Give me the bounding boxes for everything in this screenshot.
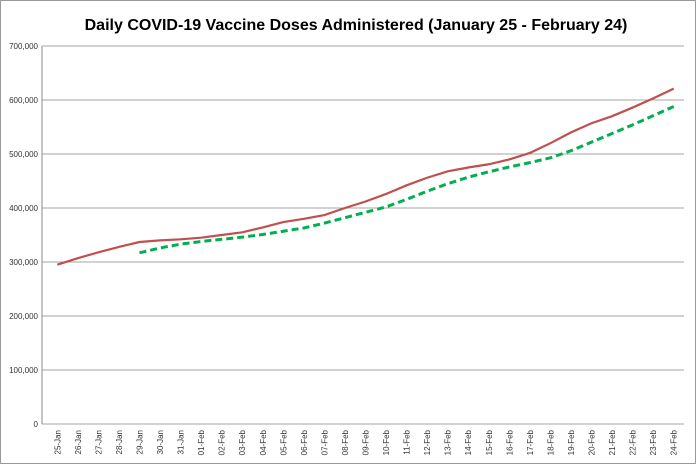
x-tick-label: 29-Jan xyxy=(135,430,144,454)
x-tick-label: 12-Feb xyxy=(423,429,432,455)
x-tick-label: 06-Feb xyxy=(300,429,309,455)
x-tick-label: 05-Feb xyxy=(279,429,288,455)
x-tick-label: 20-Feb xyxy=(588,429,597,455)
y-tick-label: 0 xyxy=(34,420,39,429)
x-tick-label: 18-Feb xyxy=(546,429,555,455)
x-tick-label: 21-Feb xyxy=(608,429,617,455)
line-series xyxy=(56,87,675,266)
x-tick-label: 31-Jan xyxy=(177,430,186,454)
x-tick-label: 16-Feb xyxy=(505,429,514,455)
x-tick-label: 23-Feb xyxy=(649,429,658,455)
x-tick-label: 02-Feb xyxy=(218,429,227,455)
line-series xyxy=(139,105,675,255)
x-tick-label: 19-Feb xyxy=(567,429,576,455)
x-tick-label: 09-Feb xyxy=(362,429,371,455)
y-tick-label: 600,000 xyxy=(9,96,38,105)
y-tick-label: 300,000 xyxy=(9,258,38,267)
y-tick-label: 500,000 xyxy=(9,150,38,159)
x-tick-label: 26-Jan xyxy=(74,430,83,454)
x-tick-label: 03-Feb xyxy=(238,429,247,455)
x-tick-label: 08-Feb xyxy=(341,429,350,455)
chart-title: Daily COVID-19 Vaccine Doses Administere… xyxy=(85,17,628,34)
x-tick-label: 24-Feb xyxy=(670,429,679,455)
x-tick-label: 04-Feb xyxy=(259,429,268,455)
x-tick-label: 15-Feb xyxy=(485,429,494,455)
x-tick-label: 01-Feb xyxy=(197,429,206,455)
x-tick-label: 11-Feb xyxy=(403,429,412,454)
x-tick-label: 25-Jan xyxy=(53,430,62,454)
x-tick-label: 13-Feb xyxy=(444,429,453,455)
x-tick-label: 30-Jan xyxy=(156,430,165,454)
x-tick-label: 10-Feb xyxy=(382,429,391,455)
x-tick-label: 07-Feb xyxy=(320,429,329,455)
x-tick-label: 22-Feb xyxy=(629,429,638,455)
y-tick-label: 200,000 xyxy=(9,312,38,321)
y-tick-label: 700,000 xyxy=(9,42,38,51)
x-tick-label: 28-Jan xyxy=(115,430,124,454)
x-tick-label: 17-Feb xyxy=(526,429,535,455)
y-tick-label: 100,000 xyxy=(9,366,38,375)
x-tick-label: 27-Jan xyxy=(94,430,103,454)
x-tick-label: 14-Feb xyxy=(464,429,473,455)
y-tick-label: 400,000 xyxy=(9,204,38,213)
